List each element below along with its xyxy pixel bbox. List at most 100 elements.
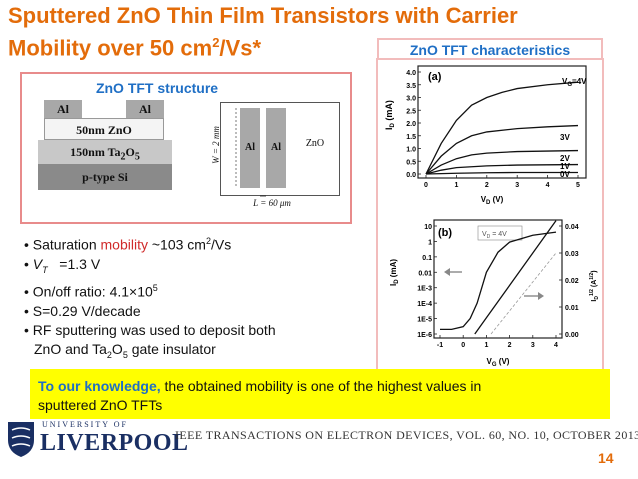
chart-a-y-tick-label: 2.5 [406,108,416,115]
university-logo: UNIVERSITY OF LIVERPOOL [6,418,188,460]
chart-b-y-tick-label: 1E-4 [417,301,432,308]
chart-b-legend: VD = 4V [482,231,507,240]
chart-a-y-tick-label: 1.5 [406,134,416,141]
chart-b-y2-tick-label: 0.01 [565,305,579,312]
structure-title: ZnO TFT structure [95,80,219,96]
banner-text: To our knowledge, the obtained mobility … [30,369,610,415]
chart-a-x-tick-label: 2 [485,182,489,189]
chart-a-label-vg4: VG=4V [562,77,587,88]
chart-a-series-line [425,163,579,175]
chart-a: (a) 4.0 3.5 3.0 2.5 2.0 1.5 1.0 0.5 0.0 0 1 2 3 4 5 I… [384,65,587,206]
chart-b-y2-tick-label: 0.00 [565,332,579,339]
chart-b-y2-tick-label: 0.02 [565,278,579,285]
chart-a-x-tick-label: 4 [546,182,550,189]
chart-b-left-arrowhead [444,268,450,276]
chart-b-y-right-ticks: 0.04 0.03 0.02 0.01 0.00 [559,224,579,339]
chart-a-label-0v: 0V [560,170,570,179]
chart-a-panel-label: (a) [428,71,442,83]
title-line-2: Mobility over 50 cm2/Vs* [8,35,262,61]
chart-b-y-left-label: ID (mA) [389,259,400,286]
substrate-layer: p-type Si [38,164,172,190]
chart-a-lines [425,81,579,175]
dielectric-layer: 150nm Ta2O5 [38,140,172,164]
chart-a-x-ticks: 0 1 2 3 4 5 [424,175,580,189]
citation: IEEE TRANSACTIONS ON ELECTRON DEVICES, V… [175,428,638,442]
chart-b-y-tick-label: 10 [424,224,432,231]
top-view: Al Al ZnO W = 2 mm L = 60 μm [206,100,344,214]
bullet-sputtering: • RF sputtering was used to deposit both [24,322,276,339]
conclusion-banner: To our knowledge, the obtained mobility … [30,369,610,419]
banner-line1: the obtained mobility is one of the high… [160,378,482,394]
chart-b-x-tick-label: 0 [461,342,465,349]
chart-b-y-tick-label: 1E-6 [417,332,432,339]
chart-b-x-label: VG (V) [487,357,510,368]
chart-b-y-tick-label: 0.1 [422,255,432,262]
page-number: 14 [598,450,614,466]
logo-liverpool: LIVERPOOL [40,430,189,456]
chart-a-y-tick-label: 4.0 [406,70,416,77]
structure-box: ZnO TFT structure Al Al 50nm ZnO 150nm T… [20,72,352,224]
al-contact-left: Al [44,100,82,118]
chart-b-y-right-label: ID1/2 (A1/2) [589,270,600,301]
chart-b-y-tick-label: 1 [428,239,432,246]
bullet-list: • Saturation mobility ~103 cm2/Vs • VT =… [24,232,374,365]
chart-a-series-line [425,149,579,175]
logo-university-of: UNIVERSITY OF [42,420,128,429]
chart-b-x-tick-label: -1 [437,342,443,349]
chart-b-fit-line [490,252,557,335]
chart-a-y-tick-label: 0.0 [406,172,416,179]
chart-b-x-ticks: -1 0 1 2 3 4 [437,335,558,349]
bullet-threshold: • VT =1.3 V [24,255,101,275]
chart-a-frame [417,65,587,179]
chart-a-y-label: ID (mA) [384,100,396,130]
chart-a-y-tick-label: 1.0 [406,147,416,154]
chart-a-label-1v: 1V [560,162,570,171]
chart-b-x-tick-label: 2 [508,342,512,349]
chart-a-x-tick-label: 0 [424,182,428,189]
chart-b-log-line [440,231,557,331]
characteristics-panel: (a) 4.0 3.5 3.0 2.5 2.0 1.5 1.0 0.5 0.0 0 1 2 3 4 5 I… [376,58,604,374]
chart-b-y-tick-label: 0.01 [418,270,432,277]
top-zno-label: ZnO [305,138,325,149]
top-al-right: Al [266,108,286,188]
bullet-subthreshold: • S=0.29 V/decade [24,303,141,320]
chart-a-y-ticks: 4.0 3.5 3.0 2.5 2.0 1.5 1.0 0.5 0.0 [406,70,421,179]
chart-a-y-tick-label: 3.0 [406,96,416,103]
banner-line2: sputtered ZnO TFTs [38,397,163,413]
bullet-sputtering-cont: ZnO and Ta2O5 gate insulator [34,341,216,360]
chart-b-y-tick-label: 1E-5 [417,317,432,324]
title-line-1: Sputtered ZnO Thin Film Transistors with… [8,3,518,28]
chart-b-panel-label: (b) [438,227,452,239]
chart-a-y-tick-label: 2.0 [406,121,416,128]
chart-a-label-2v: 2V [560,154,570,163]
chart-a-x-tick-label: 1 [454,182,458,189]
chart-a-series-line [425,81,579,175]
bullet-mobility: • Saturation mobility ~103 cm2/Vs [24,236,232,253]
chart-a-series-line [425,171,578,175]
chart-a-x-label: VD (V) [481,195,504,206]
chart-b-y-tick-label: 1E-3 [417,286,432,293]
dimension-arrows [235,108,266,197]
charts-svg: (a) 4.0 3.5 3.0 2.5 2.0 1.5 1.0 0.5 0.0 0 1 2 3 4 5 I… [384,65,600,368]
chart-a-y-tick-label: 0.5 [406,159,416,166]
crest-icon [8,422,34,457]
top-al-left: Al [240,108,260,188]
zno-layer: 50nm ZnO [44,118,164,140]
chart-b-x-tick-label: 1 [484,342,488,349]
chart-b-lines [440,220,557,335]
chart-a-y-tick-label: 3.5 [406,83,416,90]
chart-b-frame [433,219,563,339]
al-contact-right: Al [126,100,164,118]
cross-section: Al Al 50nm ZnO 150nm Ta2O5 p-type Si [38,100,198,200]
chart-b-x-tick-label: 4 [554,342,558,349]
chart-b-y2-tick-label: 0.03 [565,251,579,258]
chart-a-label-3v: 3V [560,133,570,142]
chart-b-x-tick-label: 3 [531,342,535,349]
chart-a-x-tick-label: 3 [515,182,519,189]
length-label: L = 60 μm [253,198,291,208]
chart-b-y-left-ticks: 10 1 0.1 0.01 1E-3 1E-4 1E-5 1E-6 [417,224,437,339]
chart-a-x-tick-label: 5 [576,182,580,189]
chart-b-right-arrowhead [538,292,544,300]
bullet-onoff: • On/off ratio: 4.1×105 [24,283,158,301]
